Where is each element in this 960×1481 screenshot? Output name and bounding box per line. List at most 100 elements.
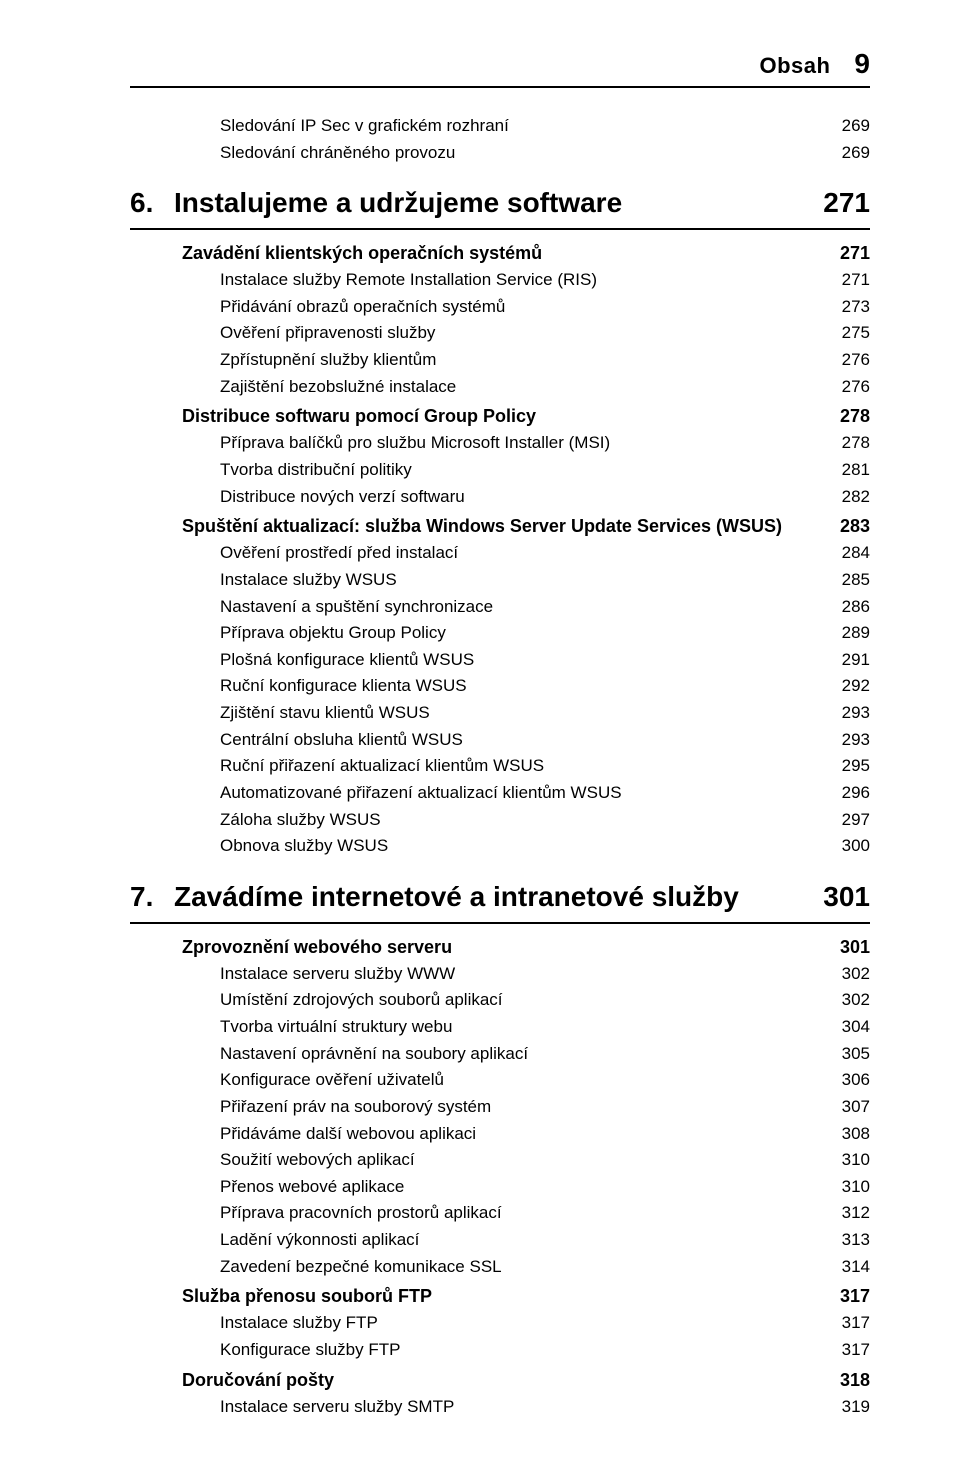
- toc-item-label: Zpřístupnění služby klientům: [130, 348, 810, 373]
- toc-item-page: 275: [810, 321, 870, 346]
- toc-item-label: Obnova služby WSUS: [130, 834, 810, 859]
- toc-section-page: 318: [810, 1367, 870, 1393]
- toc-item-page: 302: [810, 988, 870, 1013]
- toc-row: Zavedení bezpečné komunikace SSL314: [130, 1255, 870, 1280]
- toc-section-label: Služba přenosu souborů FTP: [130, 1283, 810, 1309]
- toc-row: Umístění zdrojových souborů aplikací302: [130, 988, 870, 1013]
- toc-item-page: 271: [810, 268, 870, 293]
- toc-item-label: Instalace služby WSUS: [130, 568, 810, 593]
- toc-item-page: 308: [810, 1122, 870, 1147]
- toc-item-page: 295: [810, 754, 870, 779]
- toc-row: Distribuce softwaru pomocí Group Policy2…: [130, 403, 870, 429]
- toc-row: Distribuce nových verzí softwaru282: [130, 485, 870, 510]
- toc-item-page: 313: [810, 1228, 870, 1253]
- toc-item-page: 278: [810, 431, 870, 456]
- toc-row: Zajištění bezobslužné instalace276: [130, 375, 870, 400]
- header-title: Obsah: [759, 53, 830, 79]
- toc-item-page: 269: [810, 114, 870, 139]
- toc-section-label: Doručování pošty: [130, 1367, 810, 1393]
- toc-row: Centrální obsluha klientů WSUS293: [130, 728, 870, 753]
- toc-item-label: Příprava balíčků pro službu Microsoft In…: [130, 431, 810, 456]
- toc-item-page: 312: [810, 1201, 870, 1226]
- toc-chapter-label: 6.Instalujeme a udržujeme software: [130, 183, 810, 224]
- toc-item-label: Instalace služby Remote Installation Ser…: [130, 268, 810, 293]
- toc-item-label: Záloha služby WSUS: [130, 808, 810, 833]
- toc-content: Sledování IP Sec v grafickém rozhraní269…: [130, 114, 870, 1419]
- toc-item-label: Zjištění stavu klientů WSUS: [130, 701, 810, 726]
- toc-row: Obnova služby WSUS300: [130, 834, 870, 859]
- toc-row: Přidáváme další webovou aplikaci308: [130, 1122, 870, 1147]
- toc-section-label: Zprovoznění webového serveru: [130, 934, 810, 960]
- toc-section-label: Distribuce softwaru pomocí Group Policy: [130, 403, 810, 429]
- toc-item-label: Tvorba distribuční politiky: [130, 458, 810, 483]
- toc-item-page: 293: [810, 728, 870, 753]
- toc-row: Přenos webové aplikace310: [130, 1175, 870, 1200]
- toc-row: Konfigurace ověření uživatelů306: [130, 1068, 870, 1093]
- toc-item-page: 281: [810, 458, 870, 483]
- toc-item-page: 297: [810, 808, 870, 833]
- toc-item-page: 319: [810, 1395, 870, 1420]
- toc-chapter-page: 301: [810, 877, 870, 918]
- toc-item-label: Ověření připravenosti služby: [130, 321, 810, 346]
- toc-item-label: Ruční konfigurace klienta WSUS: [130, 674, 810, 699]
- toc-item-label: Nastavení a spuštění synchronizace: [130, 595, 810, 620]
- toc-item-label: Zajištění bezobslužné instalace: [130, 375, 810, 400]
- toc-item-label: Přidáváme další webovou aplikaci: [130, 1122, 810, 1147]
- toc-item-label: Centrální obsluha klientů WSUS: [130, 728, 810, 753]
- toc-item-page: 292: [810, 674, 870, 699]
- toc-row: Přidávání obrazů operačních systémů273: [130, 295, 870, 320]
- toc-item-page: 306: [810, 1068, 870, 1093]
- toc-item-page: 304: [810, 1015, 870, 1040]
- toc-section-label: Zavádění klientských operačních systémů: [130, 240, 810, 266]
- toc-item-page: 282: [810, 485, 870, 510]
- header-page-number: 9: [854, 48, 870, 80]
- page-header: Obsah 9: [130, 48, 870, 80]
- toc-row: Instalace serveru služby WWW302: [130, 962, 870, 987]
- toc-row: Tvorba virtuální struktury webu304: [130, 1015, 870, 1040]
- toc-item-label: Příprava objektu Group Policy: [130, 621, 810, 646]
- toc-item-label: Konfigurace služby FTP: [130, 1338, 810, 1363]
- toc-row: Instalace serveru služby SMTP319: [130, 1395, 870, 1420]
- toc-row: Zpřístupnění služby klientům276: [130, 348, 870, 373]
- toc-item-page: 276: [810, 375, 870, 400]
- toc-section-page: 283: [810, 513, 870, 539]
- toc-item-label: Ověření prostředí před instalací: [130, 541, 810, 566]
- toc-row: Ověření prostředí před instalací284: [130, 541, 870, 566]
- toc-row: Instalace služby FTP317: [130, 1311, 870, 1336]
- toc-row: Ruční přiřazení aktualizací klientům WSU…: [130, 754, 870, 779]
- toc-item-label: Přiřazení práv na souborový systém: [130, 1095, 810, 1120]
- toc-section-page: 271: [810, 240, 870, 266]
- toc-item-page: 317: [810, 1338, 870, 1363]
- toc-chapter-page: 271: [810, 183, 870, 224]
- toc-item-page: 302: [810, 962, 870, 987]
- toc-row: Nastavení oprávnění na soubory aplikací3…: [130, 1042, 870, 1067]
- toc-item-page: 291: [810, 648, 870, 673]
- toc-item-label: Soužití webových aplikací: [130, 1148, 810, 1173]
- toc-item-label: Příprava pracovních prostorů aplikací: [130, 1201, 810, 1226]
- toc-row: Tvorba distribuční politiky281: [130, 458, 870, 483]
- toc-row: Záloha služby WSUS297: [130, 808, 870, 833]
- toc-item-page: 314: [810, 1255, 870, 1280]
- toc-item-page: 310: [810, 1175, 870, 1200]
- toc-item-label: Umístění zdrojových souborů aplikací: [130, 988, 810, 1013]
- toc-item-page: 307: [810, 1095, 870, 1120]
- toc-item-page: 317: [810, 1311, 870, 1336]
- toc-row: Sledování chráněného provozu269: [130, 141, 870, 166]
- toc-item-label: Sledování chráněného provozu: [130, 141, 810, 166]
- toc-row: Ověření připravenosti služby275: [130, 321, 870, 346]
- toc-item-label: Ladění výkonnosti aplikací: [130, 1228, 810, 1253]
- toc-row: Sledování IP Sec v grafickém rozhraní269: [130, 114, 870, 139]
- toc-chapter-label: 7.Zavádíme internetové a intranetové slu…: [130, 877, 810, 918]
- toc-row: Zjištění stavu klientů WSUS293: [130, 701, 870, 726]
- toc-item-page: 269: [810, 141, 870, 166]
- toc-item-page: 293: [810, 701, 870, 726]
- toc-row: Příprava pracovních prostorů aplikací312: [130, 1201, 870, 1226]
- toc-item-label: Nastavení oprávnění na soubory aplikací: [130, 1042, 810, 1067]
- toc-item-label: Přidávání obrazů operačních systémů: [130, 295, 810, 320]
- toc-row: Přiřazení práv na souborový systém307: [130, 1095, 870, 1120]
- toc-section-page: 317: [810, 1283, 870, 1309]
- toc-item-page: 305: [810, 1042, 870, 1067]
- toc-item-label: Instalace služby FTP: [130, 1311, 810, 1336]
- toc-item-page: 273: [810, 295, 870, 320]
- toc-item-label: Zavedení bezpečné komunikace SSL: [130, 1255, 810, 1280]
